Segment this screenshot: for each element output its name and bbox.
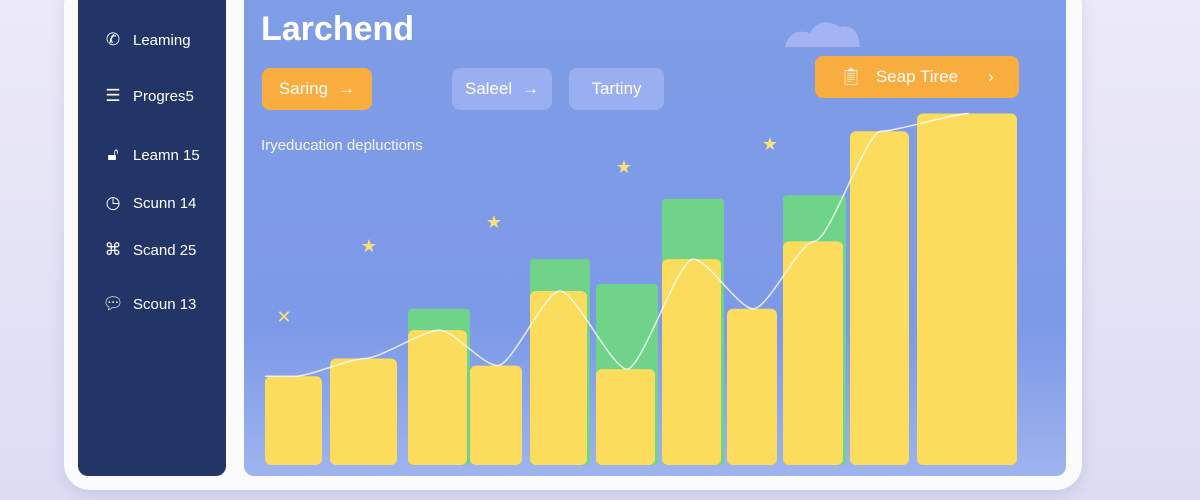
sidebar: ✆ Leaming ☰ Progres5 🔓︎ Leamn 15 ◷ Scunn 14 … (78, 0, 226, 476)
seap-tiree-label: Seap Tiree (875, 67, 959, 86)
bar-yellow (850, 131, 909, 466)
list-icon: ☰ (105, 86, 121, 105)
clock-icon: ◷ (105, 193, 121, 212)
sidebar-item-label: Progres5 (133, 87, 194, 105)
bar-yellow (783, 241, 843, 465)
sidebar-item-leaming[interactable]: ✆ Leaming (102, 30, 191, 50)
chevron-right-icon: › (988, 67, 994, 86)
seap-tiree-button[interactable]: 📋︎ Seap Tiree › (815, 56, 1019, 98)
sidebar-item-label: Leamn 15 (133, 146, 200, 164)
saleel-button[interactable]: Saleel → (452, 68, 552, 110)
lock-icon: 🔓︎ (107, 145, 119, 164)
star-icon: ✕ (276, 307, 291, 327)
arrow-right-icon: → (338, 79, 356, 98)
bar-yellow (330, 358, 397, 465)
bar-yellow (662, 259, 721, 465)
bar-yellow (727, 308, 777, 465)
tartiny-button[interactable]: Tartiny (569, 68, 664, 110)
cloud-icon (785, 22, 860, 47)
tartiny-label: Tartiny (591, 79, 642, 98)
saring-button[interactable]: Saring → (262, 68, 372, 110)
bar-yellow (530, 291, 587, 465)
trend-line (265, 112, 969, 377)
bar-yellow (265, 376, 322, 465)
bar-yellow (470, 365, 522, 465)
bar-yellow (408, 330, 467, 465)
star-icon: ★ (486, 212, 502, 232)
star-icon: ★ (762, 134, 778, 154)
sidebar-item-label: Scoun 13 (133, 295, 197, 313)
clipboard-icon: 📋︎ (840, 67, 862, 86)
sidebar-item-scand[interactable]: ⌘ Scand 25 (102, 240, 197, 260)
sidebar-item-progres[interactable]: ☰ Progres5 (102, 86, 194, 106)
main-panel: ✕ ★ ★ ★ ★ Larchend Saring → Saleel → Tartiny 📋… (244, 0, 1066, 476)
chat-icon: 💬︎ (102, 294, 124, 313)
star-icon: ★ (361, 236, 377, 256)
grid-icon: ⌘ (104, 240, 122, 259)
subtitle: Iryeducation depluctions (261, 137, 423, 154)
bar-yellow (917, 113, 1017, 466)
phone-icon: ✆ (105, 30, 121, 49)
chart: ✕ ★ ★ ★ ★ (265, 22, 1017, 466)
sidebar-item-label: Leaming (133, 31, 191, 49)
sidebar-item-scunn[interactable]: ◷ Scunn 14 (102, 193, 197, 213)
sidebar-item-label: Scunn 14 (133, 194, 197, 212)
arrow-right-icon: → (522, 79, 540, 98)
saleel-label: Saleel (464, 79, 513, 98)
sidebar-item-scoun[interactable]: 💬︎ Scoun 13 (102, 294, 196, 314)
page-title: Larchend (261, 10, 415, 48)
sidebar-item-leamn[interactable]: 🔓︎ Leamn 15 (102, 145, 200, 165)
bar-yellow (596, 369, 655, 465)
star-icon: ★ (616, 157, 632, 177)
saring-label: Saring (278, 79, 329, 98)
sidebar-item-label: Scand 25 (133, 241, 197, 259)
